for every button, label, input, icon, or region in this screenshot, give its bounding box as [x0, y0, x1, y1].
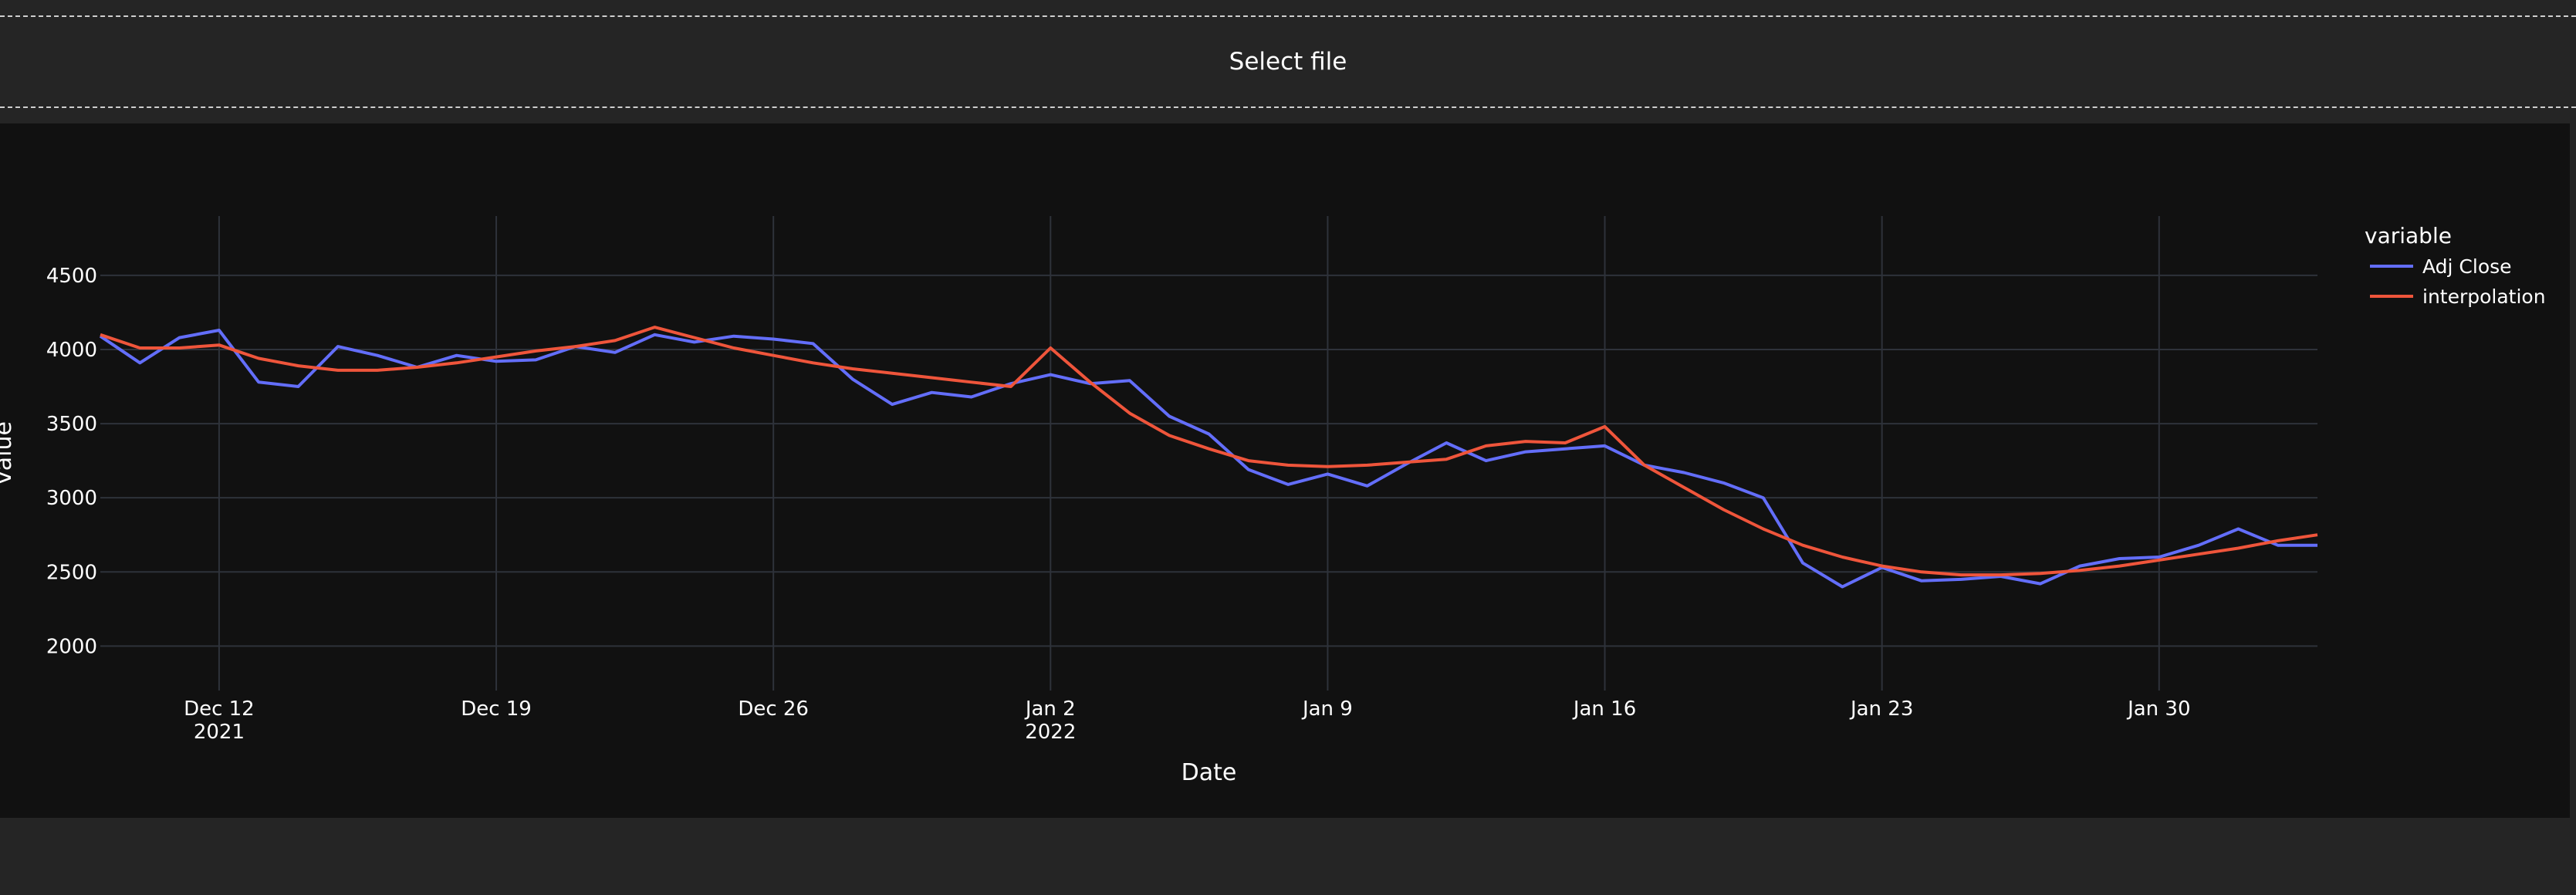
- y-tick-label: 2500: [46, 561, 97, 584]
- x-tick-label: Jan 9: [1301, 697, 1353, 721]
- x-tick-label: Jan 23: [1849, 697, 1913, 721]
- x-tick-year-label: 2021: [194, 721, 245, 744]
- y-tick-label: 4000: [46, 339, 97, 362]
- x-tick-label: Dec 26: [738, 697, 809, 721]
- select-file-label: Select file: [1229, 48, 1347, 76]
- x-tick-label: Jan 30: [2126, 697, 2190, 721]
- y-tick-label: 2000: [46, 635, 97, 658]
- x-axis-title: Date: [1182, 759, 1237, 786]
- plot-panel: 2000 2500 3000 3500 4000 4500 Dec 12 2021 Dec 19…: [0, 123, 2570, 818]
- y-axis-title: value: [0, 421, 17, 485]
- y-tick-label: 3000: [46, 487, 97, 510]
- x-tick-year-label: 2022: [1025, 721, 1076, 744]
- x-tick-label: Jan 16: [1572, 697, 1636, 721]
- x-tick-label: Dec 12: [184, 697, 255, 721]
- y-tick-label: 4500: [46, 265, 97, 288]
- x-tick-label: Dec 19: [461, 697, 532, 721]
- series-line-adj-close: [99, 329, 2317, 589]
- y-tick-label: 3500: [46, 413, 97, 436]
- legend-label: interpolation: [2422, 285, 2546, 308]
- select-file-bar[interactable]: Select file: [0, 15, 2576, 108]
- x-tick-label: Jan 2: [1024, 697, 1076, 721]
- legend-title: variable: [2365, 223, 2452, 248]
- legend-label: Adj Close: [2422, 255, 2512, 278]
- series-line-interpolation: [100, 326, 2318, 577]
